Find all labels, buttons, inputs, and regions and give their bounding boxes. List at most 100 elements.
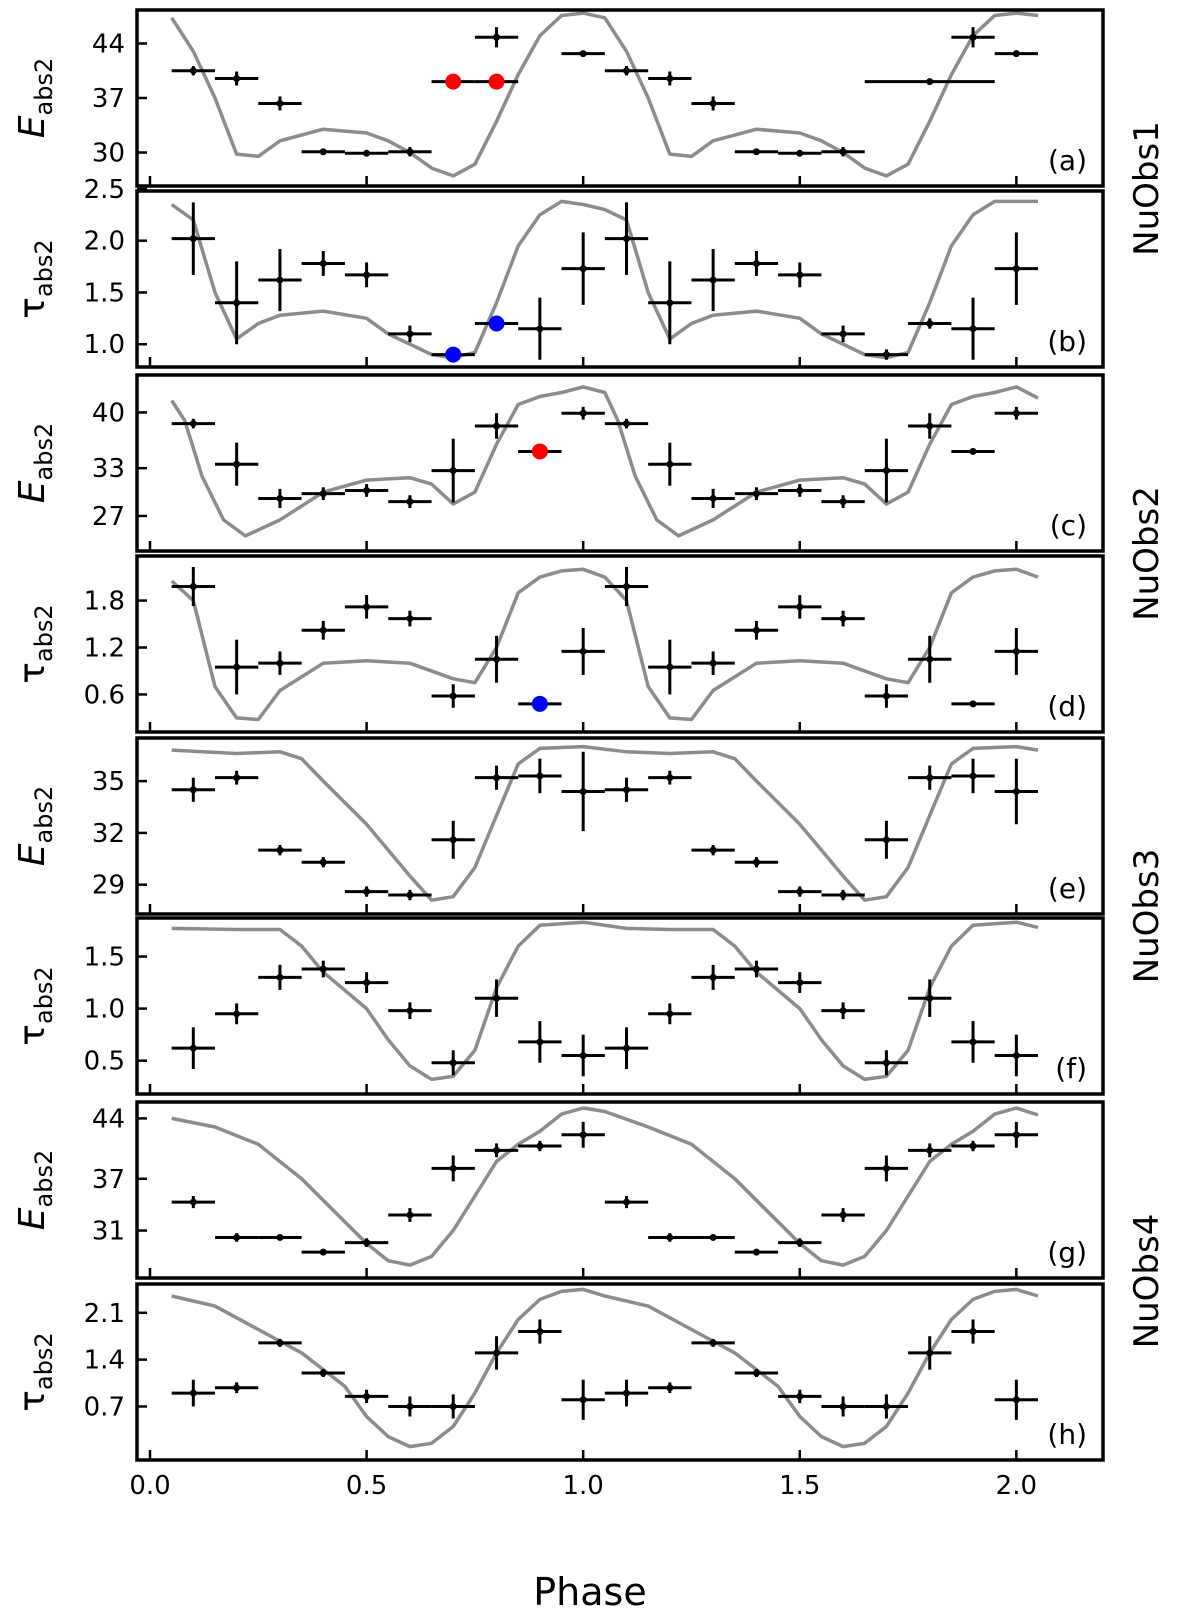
y-tick-label: 44 <box>92 1104 125 1134</box>
point-marker <box>189 1389 197 1397</box>
point-marker <box>189 67 197 75</box>
point-marker <box>1012 265 1020 273</box>
data-point <box>994 1379 1039 1420</box>
panel-f: 0.5 1.0 1.5 τabs2 (f) <box>12 916 1105 1096</box>
y-tick-label: 1.0 <box>84 330 125 360</box>
data-point <box>691 1233 735 1241</box>
y-tick-label: 33 <box>92 454 125 484</box>
data-point <box>734 960 779 978</box>
y-axis-label: τabs2 <box>12 1332 58 1411</box>
point-marker <box>319 858 327 866</box>
panel-frame <box>135 1282 1105 1462</box>
point-marker <box>1012 787 1020 795</box>
data-point <box>994 50 1039 58</box>
data-point <box>994 758 1039 825</box>
x-tick-label: 2.0 <box>996 1471 1037 1501</box>
data-point <box>388 495 432 508</box>
point-marker <box>189 1044 197 1052</box>
panel-tag: (e) <box>1048 872 1087 905</box>
point-marker <box>319 148 327 156</box>
point-marker <box>449 836 457 844</box>
point-marker <box>882 467 890 475</box>
point-marker <box>449 1402 457 1410</box>
point-marker <box>796 271 804 279</box>
y-axis-label: τabs2 <box>12 239 58 318</box>
data-point <box>561 50 605 58</box>
data-point <box>951 27 995 48</box>
point-marker <box>233 774 241 782</box>
point-marker <box>709 973 717 981</box>
point-marker <box>276 659 284 667</box>
point-marker <box>579 647 587 655</box>
point-marker <box>536 1142 544 1150</box>
point-marker <box>752 626 760 634</box>
point-marker <box>189 1198 197 1206</box>
point-marker <box>969 33 977 41</box>
point-marker <box>622 1044 630 1052</box>
point-marker <box>363 888 371 896</box>
point-marker <box>926 1146 934 1154</box>
data-point <box>908 1143 952 1158</box>
point-marker <box>622 1198 630 1206</box>
point-marker <box>406 330 414 338</box>
data-point <box>518 1319 562 1344</box>
data-point <box>778 1238 822 1247</box>
pulse-profile-line <box>170 11 1039 178</box>
pulse-profile-line <box>170 385 1039 538</box>
point-marker <box>796 1239 804 1247</box>
y-tick-label: 2.5 <box>84 175 125 205</box>
y-tick-label: 40 <box>92 398 125 428</box>
data-point <box>474 979 519 1017</box>
data-point <box>821 610 865 627</box>
data-point <box>388 1208 432 1222</box>
point-marker <box>882 1164 890 1172</box>
data-point <box>648 770 692 785</box>
point-marker <box>363 979 371 987</box>
data-point <box>648 71 692 86</box>
data-point <box>951 447 995 455</box>
data-point <box>301 1368 345 1378</box>
data-point <box>214 1233 259 1242</box>
observation-label: NuObs2 <box>1127 486 1167 621</box>
point-marker <box>579 265 587 273</box>
data-point <box>778 262 822 288</box>
data-point <box>864 1394 909 1419</box>
point-marker <box>622 420 630 428</box>
point-marker <box>926 78 934 86</box>
point-marker <box>969 700 977 708</box>
point-marker <box>276 494 284 502</box>
point-marker <box>1012 50 1020 58</box>
data-point <box>648 1233 692 1242</box>
point-marker <box>969 1038 977 1046</box>
y-tick-label: 0.7 <box>84 1392 125 1422</box>
data-point <box>821 147 865 157</box>
y-tick-label: 1.5 <box>84 278 125 308</box>
x-tick-label: 1.0 <box>562 1471 603 1501</box>
panel-e: 29 32 35 Eabs2 (e) <box>12 736 1105 916</box>
data-point <box>561 751 605 832</box>
data-point <box>301 487 345 501</box>
point-marker <box>926 774 934 782</box>
data-point <box>214 1003 259 1025</box>
point-marker <box>363 1239 371 1247</box>
point-marker <box>796 1392 804 1400</box>
point-marker <box>839 148 847 156</box>
point-marker <box>233 663 241 671</box>
data-point <box>778 595 822 619</box>
data-point <box>258 964 302 990</box>
data-point <box>301 857 345 868</box>
data-point <box>301 1248 345 1256</box>
y-tick-label: 35 <box>92 767 125 797</box>
data-point <box>258 651 302 675</box>
point-marker <box>752 148 760 156</box>
y-tick-label: 2.0 <box>84 227 125 257</box>
point-marker <box>666 75 674 83</box>
data-point <box>431 1050 475 1076</box>
data-point <box>388 1002 432 1020</box>
point-marker <box>926 655 934 663</box>
point-marker <box>493 994 501 1002</box>
point-marker <box>579 409 587 417</box>
data-point <box>908 635 952 683</box>
data-point <box>171 202 215 275</box>
